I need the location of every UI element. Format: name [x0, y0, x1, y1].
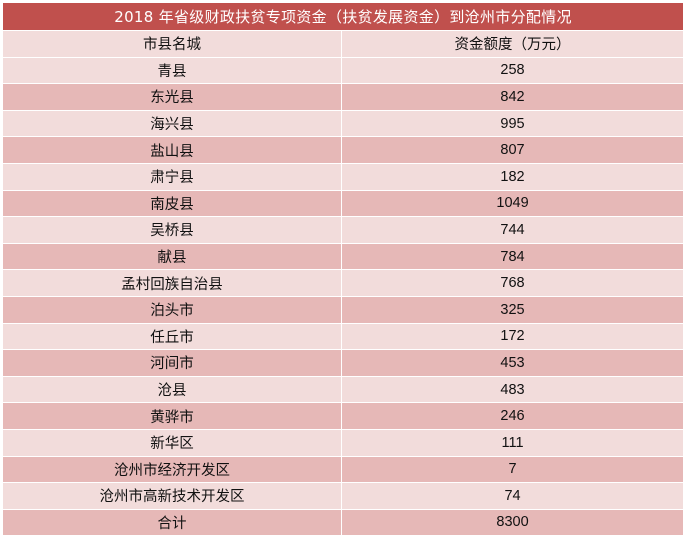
- table-row: 孟村回族自治县 768: [2, 269, 685, 297]
- cell-county[interactable]: 盐山县: [2, 136, 342, 164]
- table-row: 黄骅市 246: [2, 402, 685, 430]
- table-row: 河间市 453: [2, 349, 685, 377]
- table-row: 海兴县 995: [2, 109, 685, 138]
- cell-amount[interactable]: 325: [340, 295, 685, 324]
- cell-amount[interactable]: 172: [340, 322, 685, 351]
- table-row: 任丘市 172: [2, 322, 685, 351]
- table-row: 肃宁县 182: [2, 162, 685, 191]
- table-row: 南皮县 1049: [2, 189, 685, 218]
- cell-amount[interactable]: 111: [340, 428, 685, 457]
- cell-amount[interactable]: 483: [340, 375, 685, 404]
- cell-county[interactable]: 新华区: [2, 428, 342, 457]
- header-amount[interactable]: 资金额度（万元）: [340, 30, 685, 58]
- cell-amount[interactable]: 768: [340, 269, 685, 297]
- cell-amount[interactable]: 807: [340, 136, 685, 164]
- cell-county[interactable]: 海兴县: [2, 109, 342, 138]
- cell-county[interactable]: 青县: [2, 56, 342, 85]
- cell-amount[interactable]: 7: [340, 455, 685, 484]
- cell-county[interactable]: 黄骅市: [2, 402, 342, 430]
- cell-county[interactable]: 献县: [2, 242, 342, 271]
- table-row: 沧州市经济开发区 7: [2, 455, 685, 484]
- cell-county[interactable]: 河间市: [2, 349, 342, 377]
- table-title: 2018 年省级财政扶贫专项资金（扶贫发展资金）到沧州市分配情况: [1, 2, 685, 31]
- cell-amount[interactable]: 453: [340, 349, 685, 377]
- table-row: 沧州市高新技术开发区 74: [2, 482, 685, 510]
- cell-county[interactable]: 泊头市: [2, 295, 342, 324]
- cell-amount[interactable]: 258: [340, 56, 685, 85]
- cell-amount[interactable]: 182: [340, 162, 685, 191]
- cell-amount[interactable]: 995: [340, 109, 685, 138]
- cell-county[interactable]: 沧州市高新技术开发区: [2, 482, 342, 510]
- total-label[interactable]: 合计: [2, 508, 342, 536]
- cell-county[interactable]: 沧州市经济开发区: [2, 455, 342, 484]
- table-row: 献县 784: [2, 242, 685, 271]
- total-amount[interactable]: 8300: [340, 508, 685, 536]
- cell-county[interactable]: 南皮县: [2, 189, 342, 218]
- table-row: 新华区 111: [2, 428, 685, 457]
- cell-county[interactable]: 任丘市: [2, 322, 342, 351]
- cell-county[interactable]: 东光县: [2, 83, 342, 111]
- table-row: 沧县 483: [2, 375, 685, 404]
- table-row: 盐山县 807: [2, 136, 685, 164]
- title-row: 2018 年省级财政扶贫专项资金（扶贫发展资金）到沧州市分配情况: [1, 2, 685, 31]
- table-row: 泊头市 325: [2, 295, 685, 324]
- cell-amount[interactable]: 246: [340, 402, 685, 430]
- cell-county[interactable]: 沧县: [2, 375, 342, 404]
- table-row: 东光县 842: [2, 83, 685, 111]
- cell-county[interactable]: 肃宁县: [2, 162, 342, 191]
- cell-amount[interactable]: 784: [340, 242, 685, 271]
- cell-county[interactable]: 孟村回族自治县: [2, 269, 342, 297]
- cell-county[interactable]: 吴桥县: [2, 216, 342, 244]
- header-row: 市县名城 资金额度（万元）: [2, 30, 685, 58]
- cell-amount[interactable]: 842: [340, 83, 685, 111]
- table-row: 青县 258: [2, 56, 685, 85]
- cell-amount[interactable]: 1049: [340, 189, 685, 218]
- cell-amount[interactable]: 744: [340, 216, 685, 244]
- table-row: 吴桥县 744: [2, 216, 685, 244]
- cell-amount[interactable]: 74: [340, 482, 685, 510]
- header-county[interactable]: 市县名城: [2, 30, 342, 58]
- total-row: 合计 8300: [2, 508, 685, 536]
